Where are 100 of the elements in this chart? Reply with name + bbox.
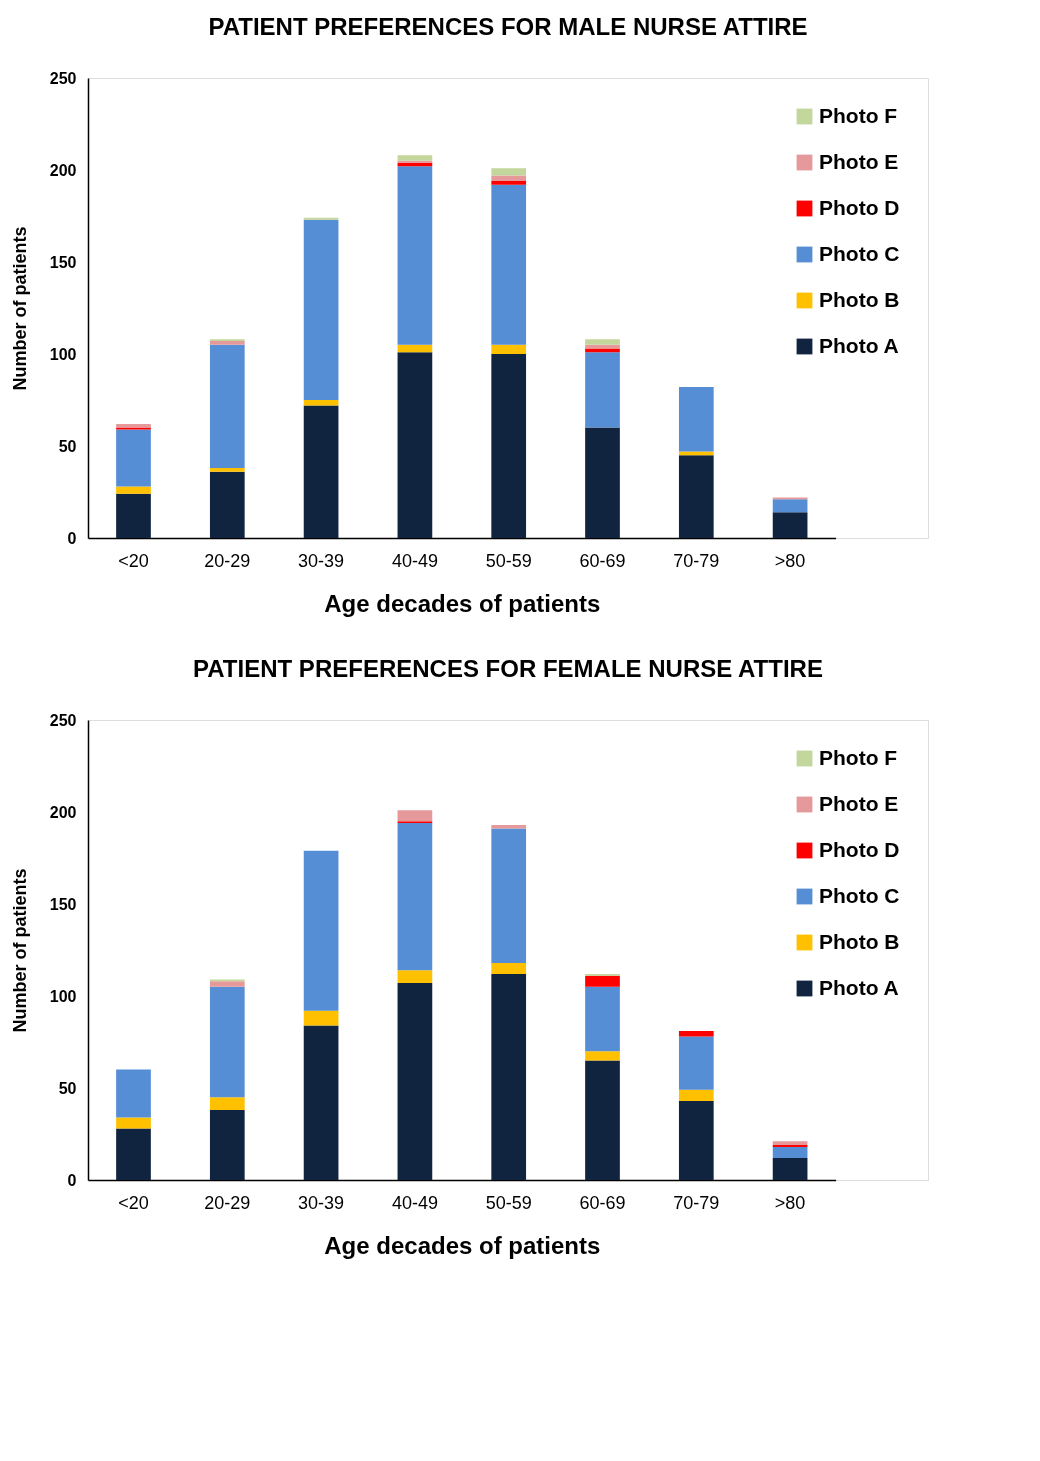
bar	[303, 219, 339, 400]
chart-title: PATIENT PREFERENCES FOR MALE NURSE ATTIRE	[208, 13, 808, 40]
x-tick-label: 30-39	[298, 1192, 345, 1213]
y-tick-label: 150	[49, 895, 77, 913]
x-tick-label: <20	[118, 1192, 149, 1213]
bar	[585, 352, 620, 428]
bar	[772, 1146, 808, 1158]
bar	[397, 352, 433, 538]
y-tick-label: 50	[58, 437, 77, 455]
legend-label: Photo A	[819, 333, 899, 357]
x-tick-label: 20-29	[204, 550, 251, 571]
x-tick-label: >80	[774, 1192, 806, 1213]
legend-label: Photo F	[819, 103, 898, 127]
y-tick-label: 0	[67, 529, 77, 547]
bar	[397, 155, 433, 161]
legend-label: Photo B	[819, 287, 900, 311]
chart-title: PATIENT PREFERENCES FOR FEMALE NURSE ATTIRE	[193, 655, 823, 682]
bar	[303, 1025, 339, 1180]
bar	[116, 1117, 151, 1129]
bar	[209, 468, 245, 472]
bar	[585, 339, 620, 345]
y-tick-label: 100	[49, 987, 77, 1005]
bar	[116, 493, 151, 538]
y-tick-label: 50	[58, 1079, 77, 1097]
y-tick-label: 250	[49, 69, 77, 87]
bar	[116, 423, 151, 428]
bar	[678, 387, 714, 452]
bar	[303, 405, 339, 538]
bar	[209, 344, 245, 469]
bar	[585, 1060, 620, 1180]
x-tick-label: 70-79	[673, 550, 720, 571]
bar	[585, 427, 620, 538]
bar	[491, 828, 527, 963]
bar	[491, 184, 527, 345]
bar	[303, 400, 339, 406]
x-tick-label: 30-39	[298, 550, 345, 571]
bar	[678, 1030, 714, 1037]
bar	[491, 824, 527, 829]
bar	[397, 970, 433, 984]
bar	[116, 1069, 151, 1118]
legend-label: Photo C	[819, 883, 900, 907]
y-tick-label: 200	[49, 161, 77, 179]
legend-label: Photo B	[819, 929, 900, 953]
x-axis-title: Age decades of patients	[324, 1231, 601, 1259]
bar	[116, 429, 151, 487]
bar	[209, 1097, 245, 1111]
x-tick-label: 60-69	[579, 1192, 626, 1213]
bar	[209, 471, 245, 538]
x-tick-label: >80	[774, 550, 806, 571]
y-tick-label: 0	[67, 1171, 77, 1189]
x-tick-label: <20	[118, 550, 149, 571]
bar	[678, 1089, 714, 1101]
legend-label: Photo C	[819, 241, 900, 265]
bar	[491, 354, 527, 538]
bar	[397, 810, 433, 822]
x-axis-title: Age decades of patients	[324, 589, 601, 617]
bar	[209, 986, 245, 1098]
bar	[303, 1010, 339, 1026]
bar	[491, 962, 527, 974]
bar	[585, 348, 620, 353]
legend-label: Photo F	[819, 745, 898, 769]
y-tick-label: 250	[49, 711, 77, 729]
bar	[397, 983, 433, 1180]
bar	[303, 850, 339, 1011]
x-tick-label: 70-79	[673, 1192, 720, 1213]
legend-label: Photo E	[819, 791, 899, 815]
legend-label: Photo D	[819, 195, 900, 219]
bar	[772, 499, 808, 513]
y-tick-label: 100	[49, 345, 77, 363]
y-axis-title: Number of patients	[9, 226, 30, 391]
bar	[585, 986, 620, 1052]
bar	[491, 175, 527, 182]
bar	[491, 181, 527, 185]
bar	[585, 1051, 620, 1061]
x-tick-label: 20-29	[204, 1192, 251, 1213]
x-tick-label: 50-59	[485, 550, 532, 571]
bar	[116, 1128, 151, 1180]
bar	[397, 823, 433, 971]
legend-label: Photo A	[819, 975, 899, 999]
bar	[491, 168, 527, 176]
legend-label: Photo D	[819, 837, 900, 861]
bar	[209, 1110, 245, 1180]
bar	[585, 975, 620, 987]
bar	[116, 486, 151, 494]
bar	[678, 1036, 714, 1090]
y-tick-label: 150	[49, 253, 77, 271]
x-tick-label: 40-49	[391, 550, 438, 571]
bar	[772, 1141, 808, 1146]
bar	[491, 344, 527, 354]
bar	[397, 344, 433, 353]
bar	[209, 981, 245, 987]
legend-label: Photo E	[819, 149, 899, 173]
bar	[397, 166, 433, 345]
bar	[772, 1157, 808, 1180]
x-tick-label: 60-69	[579, 550, 626, 571]
bar	[678, 455, 714, 538]
x-tick-label: 40-49	[391, 1192, 438, 1213]
y-axis-title: Number of patients	[9, 868, 30, 1033]
bar	[678, 1100, 714, 1180]
bar	[491, 973, 527, 1180]
